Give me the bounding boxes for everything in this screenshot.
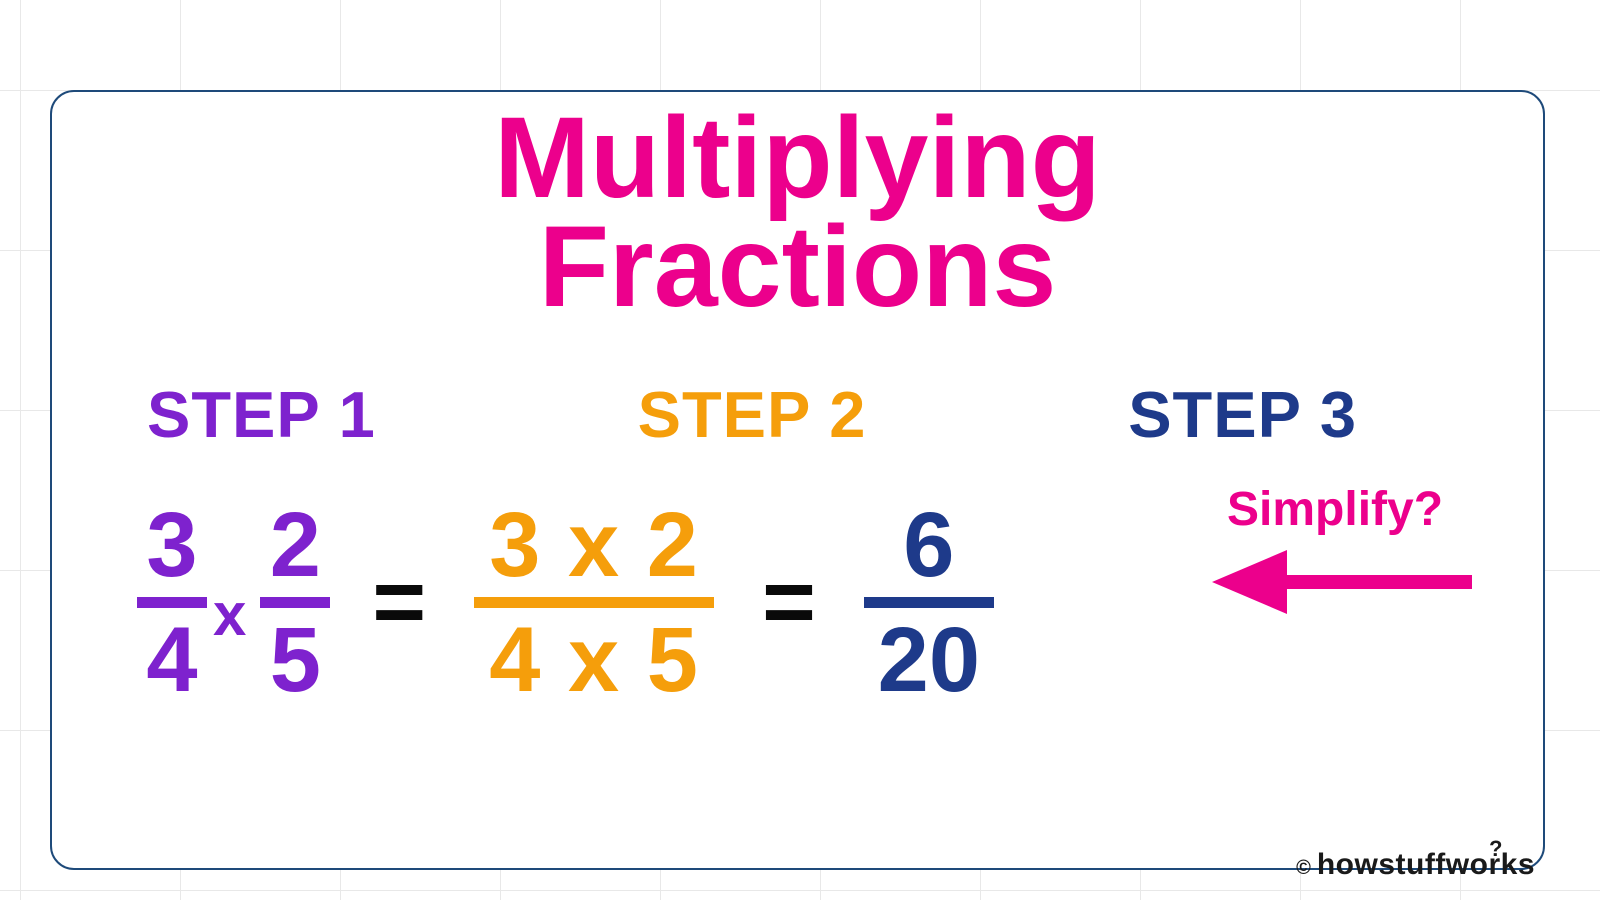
brand-question-mark: ? bbox=[1489, 836, 1503, 862]
equals-2: = bbox=[762, 556, 816, 648]
equation-row: 3 4 x 2 5 = 3 x 2 4 x 5 = 6 20 bbox=[137, 487, 1177, 717]
fraction-a: 3 4 bbox=[137, 499, 207, 706]
simplify-label: Simplify? bbox=[1227, 482, 1443, 537]
fraction-b-num: 2 bbox=[270, 499, 321, 591]
step-labels-row: STEP 1 STEP 2 STEP 3 bbox=[147, 377, 1357, 452]
fraction-step2: 3 x 2 4 x 5 bbox=[474, 499, 714, 706]
fraction-result: 6 20 bbox=[864, 499, 994, 706]
fraction-result-bar bbox=[864, 597, 994, 608]
step-3-label: STEP 3 bbox=[1128, 377, 1357, 452]
times-1: x bbox=[213, 585, 246, 645]
step-1-label: STEP 1 bbox=[147, 377, 376, 452]
copyright-symbol: © bbox=[1296, 857, 1311, 880]
equals-1: = bbox=[372, 556, 426, 648]
fraction-b: 2 5 bbox=[260, 499, 330, 706]
fraction-step2-den: 4 x 5 bbox=[489, 614, 699, 706]
fraction-a-den: 4 bbox=[146, 614, 197, 706]
fraction-b-bar bbox=[260, 597, 330, 608]
main-title: Multiplying Fractions bbox=[52, 104, 1543, 323]
title-line-1: Multiplying bbox=[52, 104, 1543, 213]
brand-name: howstuffworks ? bbox=[1317, 848, 1535, 882]
fraction-result-den: 20 bbox=[878, 614, 980, 706]
step-2-label: STEP 2 bbox=[638, 377, 867, 452]
fraction-a-bar bbox=[137, 597, 207, 608]
credit-line: © howstuffworks ? bbox=[1296, 848, 1535, 882]
arrow-left-icon bbox=[1212, 542, 1472, 622]
content-panel: Multiplying Fractions STEP 1 STEP 2 STEP… bbox=[50, 90, 1545, 870]
title-line-2: Fractions bbox=[52, 213, 1543, 322]
fraction-step2-bar bbox=[474, 597, 714, 608]
fraction-step2-num: 3 x 2 bbox=[489, 499, 699, 591]
fraction-result-num: 6 bbox=[903, 499, 954, 591]
fraction-b-den: 5 bbox=[270, 614, 321, 706]
fraction-a-num: 3 bbox=[146, 499, 197, 591]
